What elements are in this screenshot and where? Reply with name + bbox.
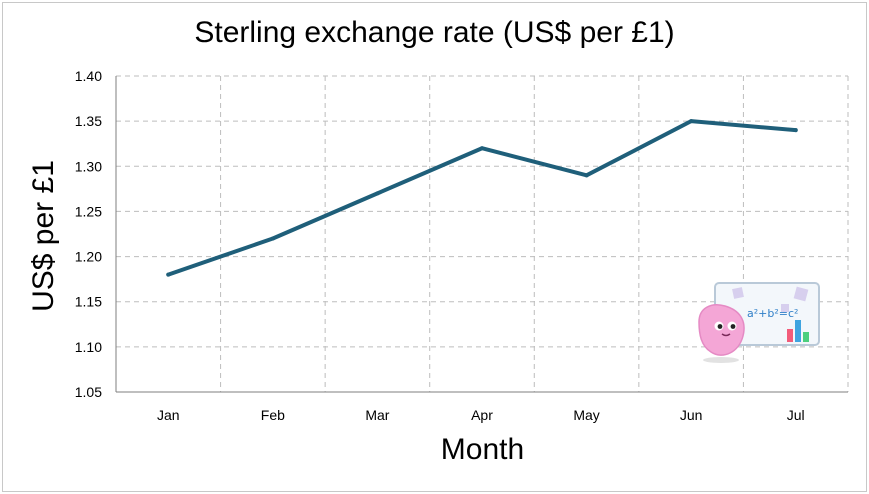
series-line <box>166 119 798 277</box>
y-tick-labels: 1.05 1.10 1.15 1.20 1.25 1.30 1.35 1.40 <box>75 68 102 400</box>
x-tick-labels: Jan Feb Mar Apr May Jun Jul <box>157 407 805 423</box>
data-point <box>793 128 798 133</box>
y-tick-label: 1.15 <box>75 294 102 310</box>
data-point <box>584 173 589 178</box>
x-tick-label: Jun <box>680 407 703 423</box>
data-point <box>375 191 380 196</box>
y-tick-label: 1.30 <box>75 158 102 174</box>
x-tick-label: Jul <box>787 407 805 423</box>
x-axis-label: Month <box>440 433 525 466</box>
x-tick-label: Feb <box>261 407 285 423</box>
series-group <box>166 119 798 277</box>
data-point <box>270 236 275 241</box>
formula-text: a²+b²=c² <box>747 307 798 320</box>
y-tick-label: 1.40 <box>75 68 102 84</box>
chart-title: Sterling exchange rate (US$ per £1) <box>194 16 675 49</box>
x-tick-label: Mar <box>365 407 389 423</box>
x-tick-label: Jan <box>157 407 180 423</box>
y-tick-label: 1.20 <box>75 249 102 265</box>
data-point <box>689 119 694 124</box>
axes <box>115 76 848 393</box>
data-point <box>480 146 484 151</box>
x-tick-label: Apr <box>471 407 493 423</box>
y-tick-label: 1.25 <box>75 203 102 219</box>
y-tick-label: 1.35 <box>75 113 102 129</box>
y-tick-label: 1.10 <box>75 339 102 355</box>
x-tick-label: May <box>573 407 599 423</box>
math-mascot-whiteboard-icon: a²+b²=c² <box>698 282 820 363</box>
y-tick-label: 1.05 <box>75 384 102 400</box>
data-point <box>166 272 171 277</box>
